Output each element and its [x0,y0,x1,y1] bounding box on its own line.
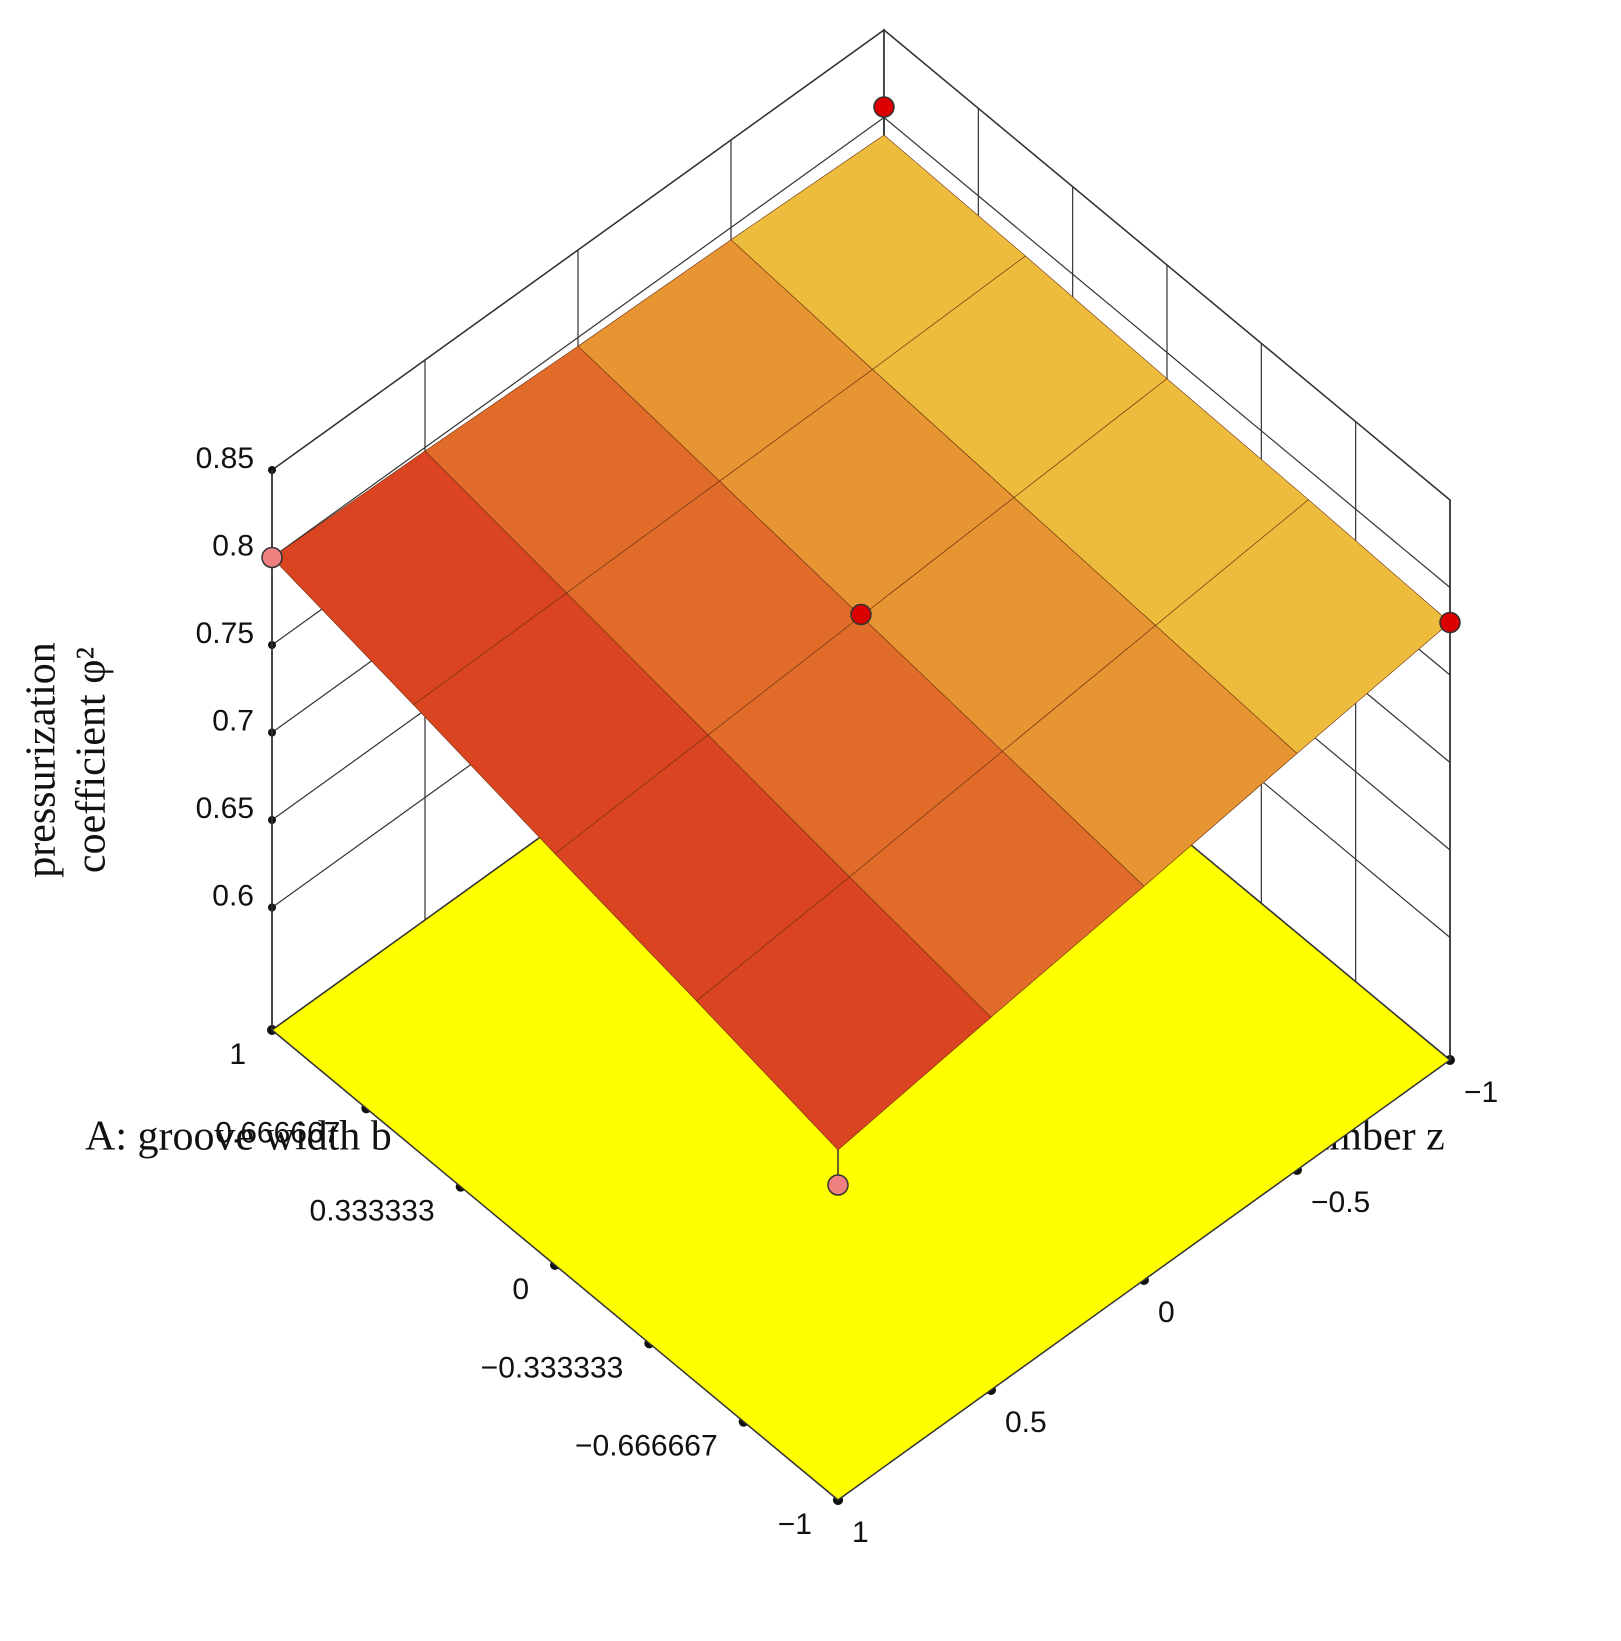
z-axis-title-line: coefficient φ² [69,647,115,873]
z-axis-title: pressurization coefficient φ² [19,642,115,878]
surface-cell [696,876,992,1151]
y-tick-label: 0 [1158,1296,1175,1329]
z-tick-label: 0.8 [212,529,254,562]
z-tick-label: 0.75 [196,617,254,650]
z-tick-label: 0.6 [212,879,254,912]
design-point [827,1174,849,1196]
y-tick-label: 0.5 [1005,1406,1047,1439]
x-tick-label: 0.666667 [215,1116,340,1149]
z-axis-title-line: pressurization [19,642,65,878]
y-tick-label: −1 [1464,1076,1498,1109]
x-axis-title: A: groove width b [85,1114,392,1160]
x-tick-label: 0 [512,1273,529,1306]
design-point [850,603,872,626]
x-tick-label: 0.333333 [310,1195,435,1228]
design-point [261,546,283,569]
x-tick-label: −0.333333 [481,1351,624,1384]
y-tick-label: −0.5 [1311,1186,1370,1219]
z-tick-label: 0.65 [196,792,254,825]
design-point [1439,611,1461,634]
x-tick-label: −1 [778,1508,812,1541]
design-point [873,96,895,118]
x-tick-label: −0.666667 [575,1430,718,1463]
y-tick-label: 1 [852,1516,869,1549]
x-tick-label: 1 [229,1038,246,1071]
z-tick-label: 0.85 [196,442,254,475]
z-tick-label: 0.7 [212,704,254,737]
